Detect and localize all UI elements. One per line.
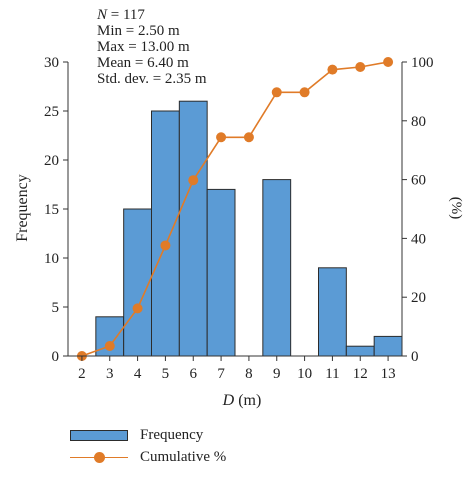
- legend-swatch-frequency: [70, 429, 128, 441]
- y-tick-label-15: 15: [44, 202, 59, 218]
- bars-layer: [95, 100, 403, 357]
- cumulative-layer: [76, 57, 394, 361]
- x-axis-unit: (m): [234, 392, 261, 409]
- legend: Frequency Cumulative %: [70, 424, 226, 468]
- legend-swatch-cumulative: [70, 451, 128, 463]
- legend-label-frequency: Frequency: [140, 426, 204, 443]
- stat-n-symbol: N: [97, 7, 108, 23]
- x-tick-label-11: 11: [325, 366, 339, 382]
- x-tick-label-9: 9: [273, 366, 281, 382]
- cumulative-point-7: [216, 132, 227, 143]
- y2-axis-label: (%): [448, 197, 464, 220]
- y-tick-label-20: 20: [44, 153, 59, 169]
- x-tick-label-5: 5: [162, 366, 170, 382]
- x-tick-label-4: 4: [134, 366, 142, 382]
- ticks-layer: 0 5 10 15 20 25 30 0 20 40 60 80 100 2 3 4 5 6 7 8 9 10 11 12 13: [44, 55, 434, 382]
- legend-item-frequency: Frequency: [70, 424, 226, 446]
- cumulative-point-6: [188, 175, 199, 186]
- x-axis-variable: D: [222, 392, 235, 409]
- x-tick-label-10: 10: [297, 366, 312, 382]
- cumulative-point-12: [355, 61, 366, 72]
- statistics-box: N = 117 Min = 2.50 m Max = 13.00 m Mean …: [97, 7, 207, 87]
- x-tick-label-2: 2: [78, 366, 86, 382]
- bar-7: [206, 188, 236, 357]
- x-tick-label-7: 7: [217, 366, 225, 382]
- cumulative-point-11: [327, 64, 338, 75]
- bar-11: [318, 267, 347, 357]
- y-axis-label: Frequency: [14, 174, 31, 242]
- cumulative-point-10: [299, 87, 310, 98]
- bar-6: [178, 100, 208, 357]
- cumulative-point-5: [160, 240, 171, 251]
- cumulative-point-4: [132, 303, 143, 314]
- y2-tick-label-0: 0: [411, 349, 419, 365]
- cumulative-point-3: [104, 341, 115, 352]
- x-tick-label-3: 3: [106, 366, 114, 382]
- x-tick-label-8: 8: [245, 366, 253, 382]
- x-tick-label-13: 13: [381, 366, 396, 382]
- bar-9: [262, 179, 292, 357]
- legend-label-cumulative: Cumulative %: [140, 448, 227, 465]
- stat-n-value: = 117: [107, 7, 145, 23]
- y2-tick-label-80: 80: [411, 114, 426, 130]
- stat-mean: Mean = 6.40 m: [97, 55, 189, 71]
- bar-13: [373, 335, 403, 357]
- x-tick-label-6: 6: [190, 366, 198, 382]
- x-axis-label: D (m): [222, 392, 262, 409]
- stat-max: Max = 13.00 m: [97, 39, 190, 55]
- bar-12: [345, 345, 375, 357]
- y2-tick-label-60: 60: [411, 173, 426, 189]
- bar-5: [151, 110, 180, 357]
- stat-min: Min = 2.50 m: [97, 23, 180, 39]
- y-tick-label-30: 30: [44, 55, 59, 71]
- y2-tick-label-40: 40: [411, 231, 426, 247]
- cumulative-point-13: [383, 57, 394, 67]
- y2-tick-label-100: 100: [411, 55, 434, 71]
- stat-std: Std. dev. = 2.35 m: [97, 71, 207, 87]
- y2-tick-label-20: 20: [411, 290, 426, 306]
- x-tick-label-12: 12: [353, 366, 368, 382]
- y-tick-label-0: 0: [52, 349, 60, 365]
- bar-4: [123, 208, 152, 357]
- cumulative-point-9: [271, 87, 282, 98]
- legend-item-cumulative: Cumulative %: [70, 446, 226, 468]
- y-tick-label-25: 25: [44, 104, 59, 120]
- stat-n: N = 117: [97, 7, 207, 23]
- y-tick-label-5: 5: [52, 300, 60, 316]
- cumulative-point-8: [243, 132, 254, 143]
- y-tick-label-10: 10: [44, 251, 59, 267]
